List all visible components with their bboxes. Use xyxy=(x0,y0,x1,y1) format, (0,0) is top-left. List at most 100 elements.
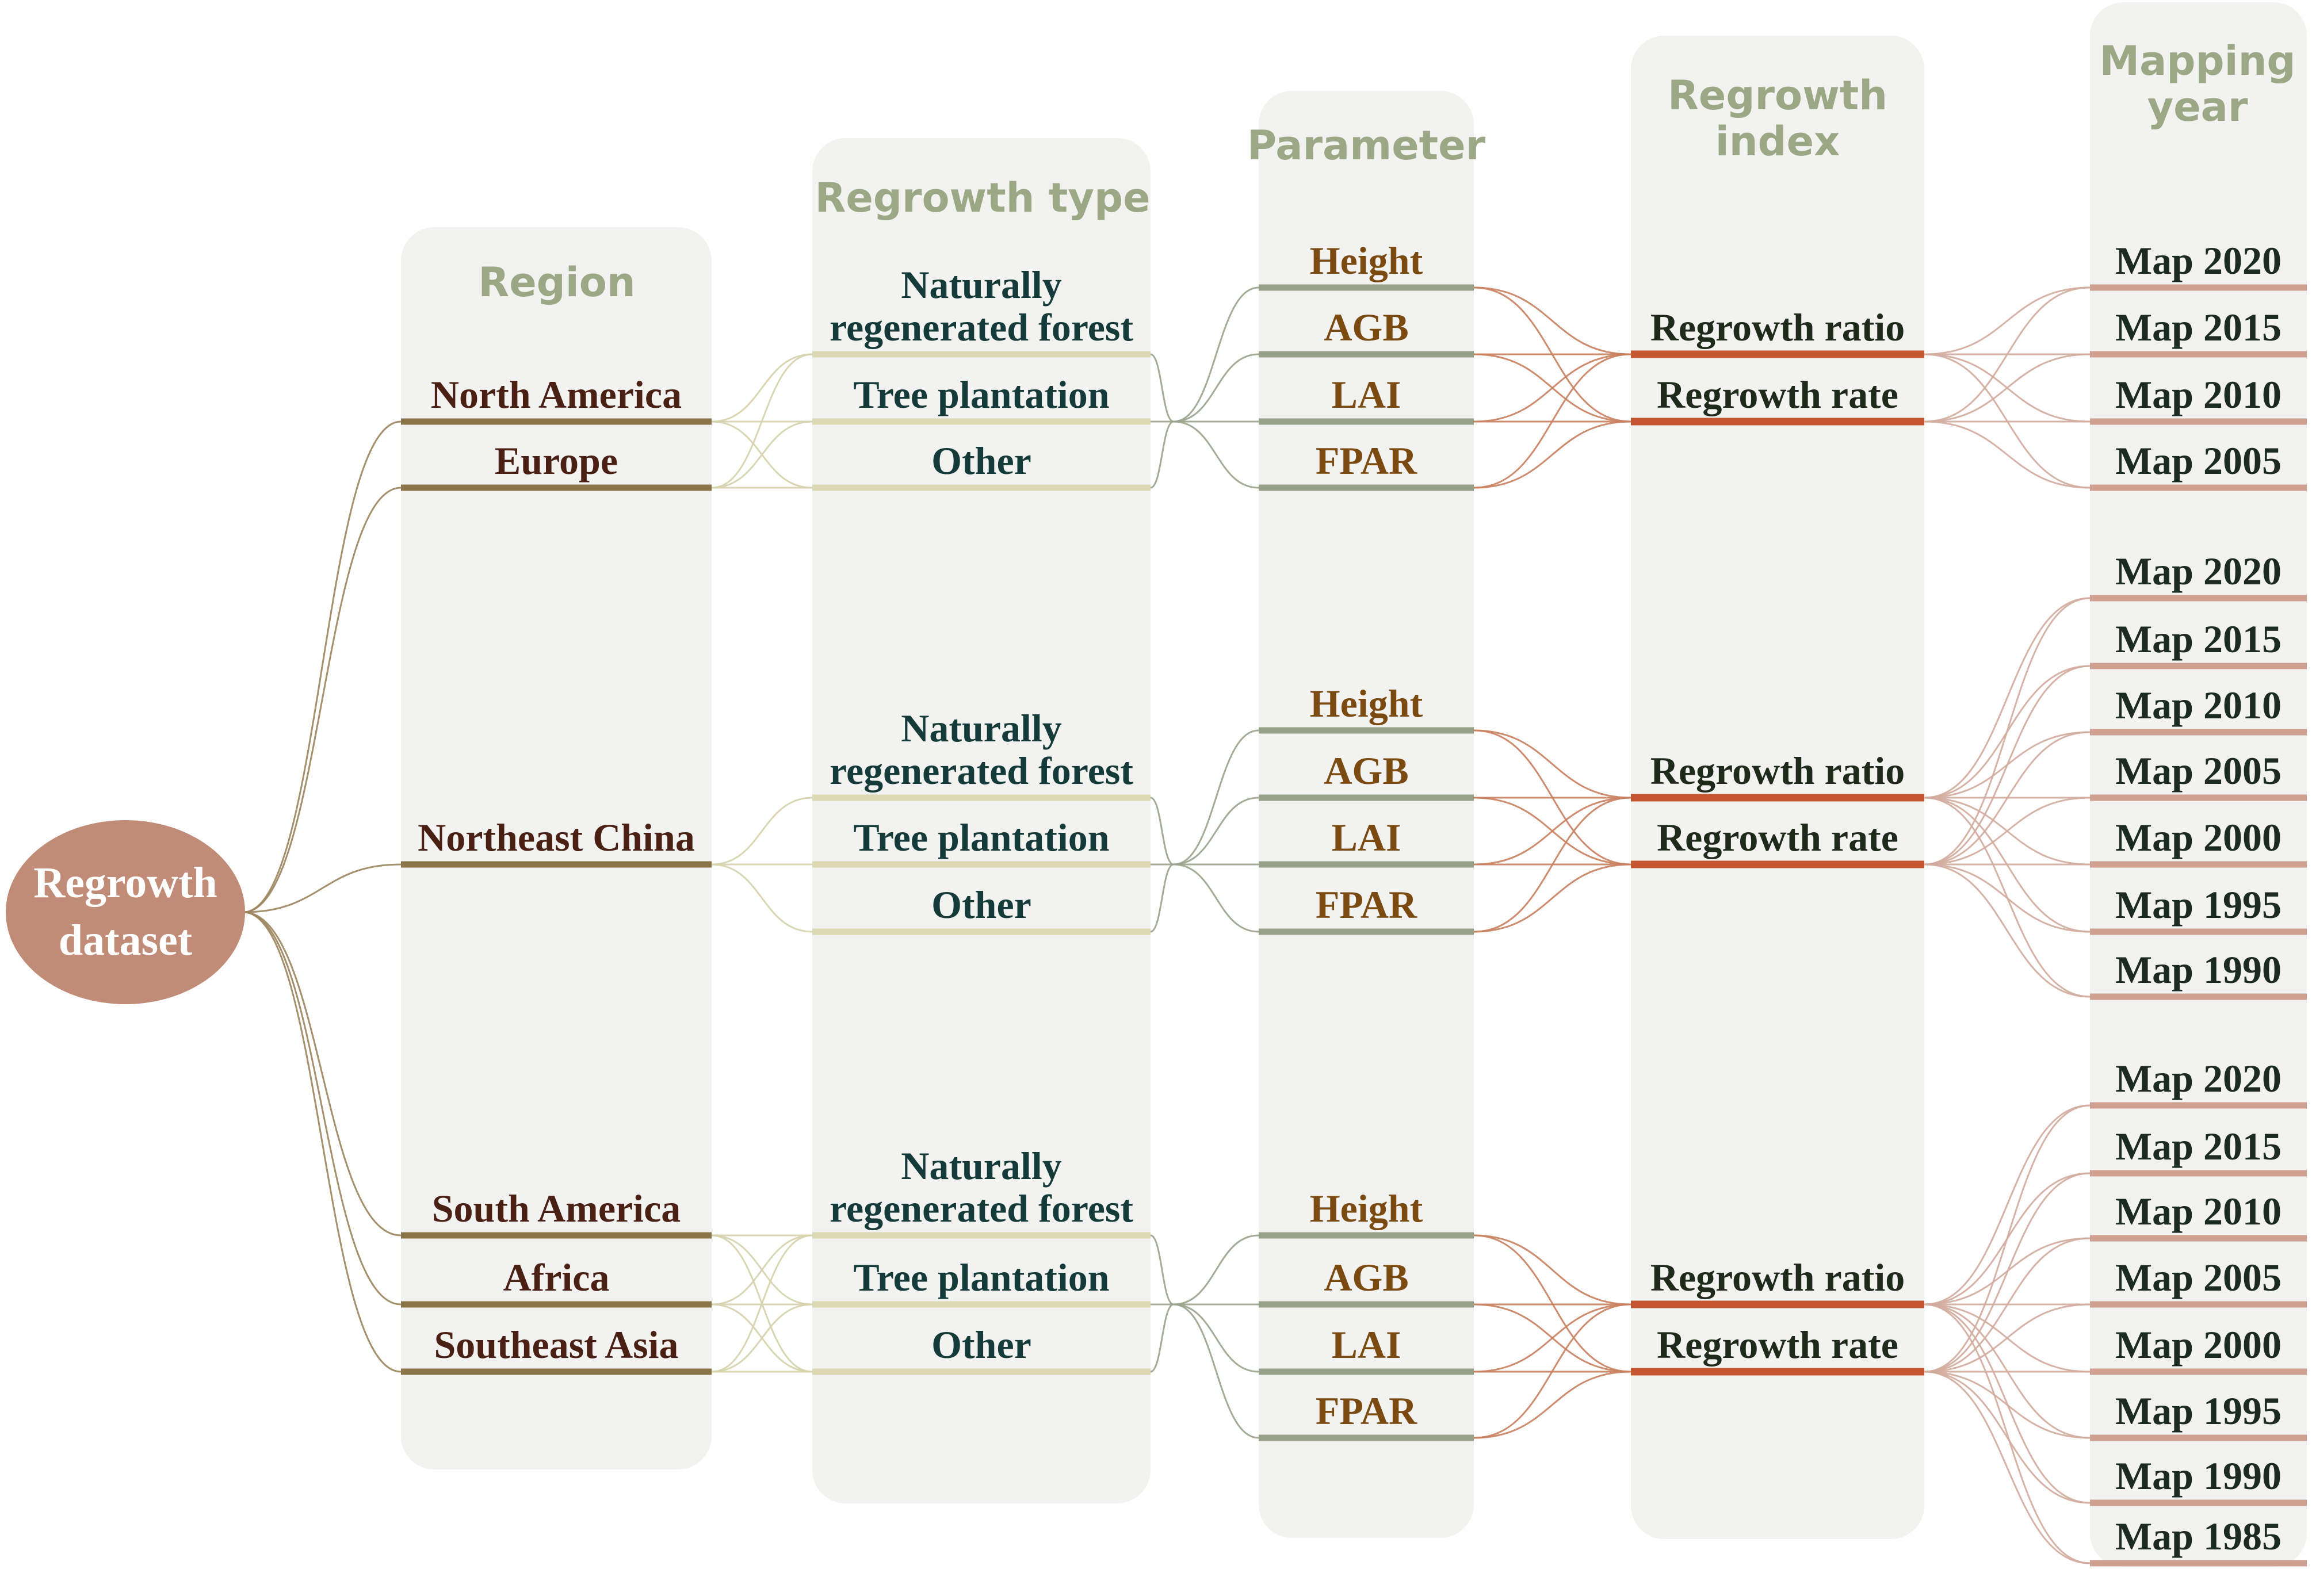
year-label-map-2000: Map 2000 xyxy=(2115,816,2282,859)
link-index-to-year xyxy=(1924,1104,2091,1306)
link-region-to-type xyxy=(711,420,813,489)
link-region-to-type xyxy=(711,353,813,489)
param-label-lai: LAI xyxy=(1332,373,1401,416)
year-label-map-2020: Map 2020 xyxy=(2115,549,2282,593)
link-type-converge xyxy=(1150,863,1174,933)
link-type-to-parameter xyxy=(1173,797,1259,866)
link-parameter-to-index xyxy=(1473,1371,1631,1439)
link-parameter-to-index xyxy=(1473,353,1631,423)
param-label-lai: LAI xyxy=(1332,816,1401,859)
link-index-to-year xyxy=(1924,597,2091,866)
type-label-naturally-regenerated-forest: Naturally regenerated forest xyxy=(830,1144,1133,1230)
link-parameter-to-index xyxy=(1473,1303,1631,1439)
link-region-to-type xyxy=(711,353,813,423)
link-region-to-type xyxy=(711,1234,813,1373)
link-type-converge xyxy=(1150,1234,1174,1306)
link-index-to-year xyxy=(1924,1172,2091,1373)
param-label-lai: LAI xyxy=(1332,1323,1401,1367)
type-label-other: Other xyxy=(931,439,1031,483)
root-label: Regrowth dataset xyxy=(33,859,217,965)
column-header-region: Region xyxy=(478,259,635,306)
link-type-converge xyxy=(1150,1303,1174,1373)
year-label-map-2015: Map 2015 xyxy=(2115,1124,2282,1168)
link-index-to-year xyxy=(1924,1371,2091,1439)
link-parameter-to-index xyxy=(1473,420,1631,489)
link-type-converge xyxy=(1150,353,1174,423)
param-label-fpar: FPAR xyxy=(1316,1389,1417,1433)
year-label-map-2010: Map 2010 xyxy=(2115,683,2282,727)
type-label-other: Other xyxy=(931,883,1031,927)
link-type-to-parameter xyxy=(1173,729,1259,866)
link-type-to-parameter xyxy=(1173,863,1259,933)
param-label-agb: AGB xyxy=(1324,1256,1408,1299)
link-index-to-year xyxy=(1924,863,2091,998)
column-header-regrowth-type: Regrowth type xyxy=(815,174,1150,221)
link-type-to-parameter xyxy=(1173,353,1259,423)
type-label-other: Other xyxy=(931,1323,1031,1367)
link-index-to-year xyxy=(1924,1303,2091,1373)
link-type-to-parameter xyxy=(1173,1303,1259,1373)
column-bg-type xyxy=(812,138,1151,1503)
year-label-map-2010: Map 2010 xyxy=(2115,373,2282,416)
year-label-map-2015: Map 2015 xyxy=(2115,617,2282,661)
type-label-tree-plantation: Tree plantation xyxy=(853,373,1109,416)
column-header-regrowth-index: Regrowth index xyxy=(1668,72,1887,165)
link-index-to-year xyxy=(1924,286,2091,355)
root-node xyxy=(6,820,245,1004)
column-bg-region xyxy=(401,227,712,1469)
link-type-to-parameter xyxy=(1173,420,1259,489)
type-label-tree-plantation: Tree plantation xyxy=(853,816,1109,859)
link-index-to-year xyxy=(1924,1371,2091,1504)
column-header-mapping-year: Mapping year xyxy=(2099,37,2295,131)
year-label-map-2005: Map 2005 xyxy=(2115,1256,2282,1299)
link-type-to-parameter xyxy=(1173,286,1259,423)
link-index-to-year xyxy=(1924,731,2091,866)
link-index-to-year xyxy=(1924,1303,2091,1564)
link-root-to-region xyxy=(243,487,402,913)
index-label-regrowth-rate: Regrowth rate xyxy=(1657,1323,1898,1367)
index-label-regrowth-ratio: Regrowth ratio xyxy=(1650,1256,1905,1299)
year-label-map-1995: Map 1995 xyxy=(2115,1389,2282,1433)
year-label-map-1985: Map 1985 xyxy=(2115,1514,2282,1558)
link-type-to-parameter xyxy=(1173,1303,1259,1439)
param-label-height: Height xyxy=(1310,682,1423,725)
link-parameter-to-index xyxy=(1473,1234,1631,1306)
column-bg-param xyxy=(1259,91,1474,1538)
region-label-africa: Africa xyxy=(503,1256,609,1299)
link-index-to-year xyxy=(1924,1237,2091,1373)
link-region-to-type xyxy=(711,1303,813,1373)
year-label-map-2020: Map 2020 xyxy=(2115,1057,2282,1100)
link-type-to-parameter xyxy=(1173,1234,1259,1306)
year-label-map-2005: Map 2005 xyxy=(2115,439,2282,483)
type-label-naturally-regenerated-forest: Naturally regenerated forest xyxy=(830,263,1133,349)
link-type-converge xyxy=(1150,420,1174,489)
link-index-to-year xyxy=(1924,863,2091,933)
param-label-fpar: FPAR xyxy=(1316,883,1417,927)
index-label-regrowth-rate: Regrowth rate xyxy=(1657,373,1898,416)
param-label-fpar: FPAR xyxy=(1316,439,1417,483)
link-parameter-to-index xyxy=(1473,1303,1631,1373)
index-label-regrowth-rate: Regrowth rate xyxy=(1657,816,1898,859)
link-index-to-year xyxy=(1924,1303,2091,1504)
link-parameter-to-index xyxy=(1473,286,1631,355)
year-label-map-1995: Map 1995 xyxy=(2115,883,2282,927)
region-label-northeast-china: Northeast China xyxy=(418,816,695,859)
link-parameter-to-index xyxy=(1473,863,1631,933)
year-label-map-2000: Map 2000 xyxy=(2115,1323,2282,1367)
link-region-to-type xyxy=(711,797,813,866)
type-label-tree-plantation: Tree plantation xyxy=(853,1256,1109,1299)
link-index-to-year xyxy=(1924,797,2091,866)
year-label-map-2015: Map 2015 xyxy=(2115,305,2282,349)
link-region-to-type xyxy=(711,1234,813,1306)
year-label-map-1990: Map 1990 xyxy=(2115,948,2282,992)
column-bg-index xyxy=(1631,36,1924,1539)
link-root-to-region xyxy=(243,911,402,1373)
link-parameter-to-index xyxy=(1473,797,1631,866)
link-root-to-region xyxy=(243,420,402,913)
region-label-southeast-asia: Southeast Asia xyxy=(434,1323,678,1367)
link-parameter-to-index xyxy=(1473,353,1631,489)
year-label-map-1990: Map 1990 xyxy=(2115,1454,2282,1498)
index-label-regrowth-ratio: Regrowth ratio xyxy=(1650,749,1905,793)
